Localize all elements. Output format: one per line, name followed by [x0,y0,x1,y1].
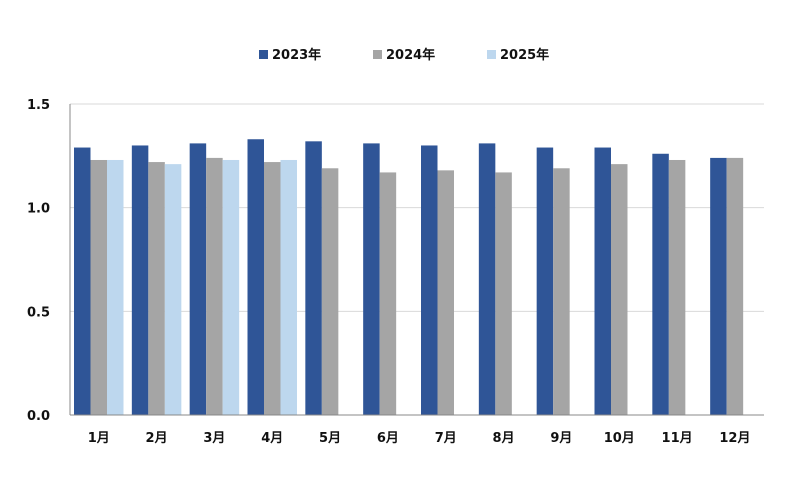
bar-2023年-2月 [131,145,149,415]
gridlines [70,103,764,312]
bar-2023年-6月 [363,143,380,416]
bar-2023年-5月 [305,141,322,415]
bar-2023年-10月 [594,147,611,416]
legend-swatch [487,50,496,59]
x-tick-label: 6月 [377,431,399,446]
bar-2024年-11月 [668,159,686,415]
bar-2025年-2月 [164,164,182,415]
x-tick-label: 3月 [203,431,225,446]
bar-2023年-8月 [478,143,496,416]
y-tick-label: 1.0 [27,202,50,217]
bar-2024年-7月 [437,170,454,415]
bar-2023年-12月 [710,157,727,415]
bar-2024年-10月 [611,164,628,415]
bar-2025年-4月 [280,159,297,415]
x-tick-label: 4月 [261,431,283,446]
x-tick-label: 9月 [550,431,572,446]
x-tick-label: 2月 [146,431,168,446]
bar-2023年-9月 [536,147,554,416]
bar-2023年-11月 [652,153,669,415]
bar-2023年-3月 [189,143,207,416]
axes [69,104,764,416]
x-tick-label: 10月 [604,431,635,446]
y-tick-label: 0.5 [27,305,50,320]
x-axis-ticks: 1月 2月 3月 4月 5月 6月 7月 8月 9月 10月 11月 12月 [88,431,751,446]
bar-2023年-4月 [247,139,264,415]
bar-2023年-1月 [74,147,91,416]
bar-2024年-4月 [264,162,281,415]
bar-2023年-7月 [421,145,438,415]
y-tick-label: 0.0 [27,409,50,424]
bar-2024年-2月 [148,162,165,415]
legend-label: 2023年 [272,47,321,63]
legend-swatch [259,50,268,59]
bar-2024年-8月 [495,172,512,415]
x-tick-label: 5月 [319,431,341,446]
bar-2024年-3月 [206,157,223,415]
legend-label: 2024年 [386,47,435,63]
bar-2024年-6月 [379,172,397,415]
bars [74,139,744,416]
x-tick-label: 12月 [719,431,750,446]
bar-2024年-5月 [321,168,339,415]
legend-swatch [373,50,382,59]
legend-label: 2025年 [500,47,549,63]
y-tick-label: 1.5 [27,98,50,113]
x-tick-label: 8月 [493,431,515,446]
x-tick-label: 7月 [435,431,457,446]
x-tick-label: 11月 [662,431,693,446]
y-axis-ticks: 0.0 0.5 1.0 1.5 [27,98,50,424]
bar-2025年-3月 [222,159,240,415]
bar-2025年-1月 [107,159,124,415]
bar-2024年-9月 [553,168,570,415]
legend: 2023年 2024年 2025年 [259,47,549,63]
x-tick-label: 1月 [88,431,110,446]
bar-2024年-1月 [90,159,107,415]
bar-2024年-12月 [726,157,744,415]
